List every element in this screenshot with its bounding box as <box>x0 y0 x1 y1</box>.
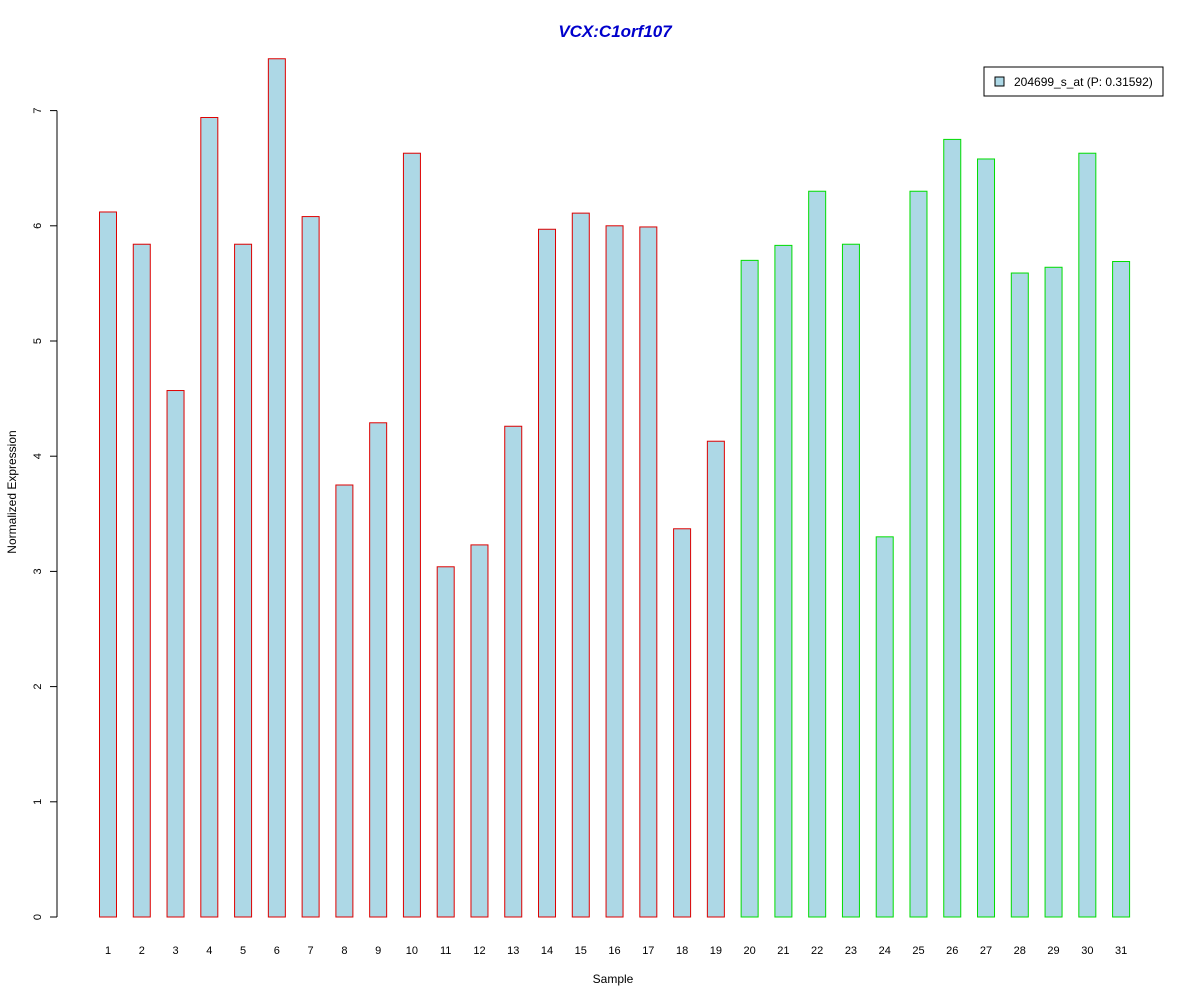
bar-sample-21 <box>774 244 793 918</box>
bar-sample-17 <box>639 226 658 918</box>
x-tick-label: 3 <box>172 945 178 957</box>
bar-sample-7 <box>301 216 320 918</box>
x-tick-label: 1 <box>105 945 111 957</box>
x-tick-label: 10 <box>406 945 418 957</box>
x-axis-label: Sample <box>593 972 634 986</box>
bar-sample-19 <box>706 440 725 918</box>
bar-sample-6 <box>267 58 286 918</box>
chart-title: VCX:C1orf107 <box>558 22 673 41</box>
bar-sample-12 <box>470 544 489 918</box>
x-tick-label: 16 <box>608 945 620 957</box>
y-tick-label: 3 <box>32 568 44 574</box>
bar-sample-20 <box>740 259 759 918</box>
bar-sample-2 <box>132 243 151 918</box>
bar-sample-8 <box>335 484 354 918</box>
x-tick-label: 5 <box>240 945 246 957</box>
x-tick-label: 22 <box>811 945 823 957</box>
x-tick-label: 25 <box>912 945 924 957</box>
y-tick-label: 6 <box>32 223 44 229</box>
x-tick-label: 27 <box>980 945 992 957</box>
x-tick-label: 23 <box>845 945 857 957</box>
x-tick-label: 24 <box>879 945 891 957</box>
x-tick-label: 11 <box>440 945 451 957</box>
x-tick-label: 26 <box>946 945 958 957</box>
x-tick-label: 15 <box>575 945 587 957</box>
x-tick-label: 20 <box>744 945 756 957</box>
x-tick-label: 14 <box>541 945 553 957</box>
y-tick-label: 1 <box>32 799 44 805</box>
y-tick-label: 0 <box>32 914 44 920</box>
x-tick-label: 8 <box>341 945 347 957</box>
legend-series-label: 204699_s_at (P: 0.31592) <box>1014 75 1153 89</box>
bar-sample-4 <box>200 117 219 918</box>
bar-sample-24 <box>875 536 894 918</box>
y-axis: 0 1 2 3 4 5 6 7 <box>32 108 58 920</box>
x-tick-label: 19 <box>710 945 722 957</box>
legend-swatch <box>994 76 1005 87</box>
x-tick-label: 31 <box>1115 945 1127 957</box>
y-tick-label: 7 <box>32 108 44 114</box>
bar-sample-28 <box>1010 272 1029 918</box>
bar-sample-29 <box>1044 266 1063 918</box>
bar-sample-5 <box>234 243 253 918</box>
legend: 204699_s_at (P: 0.31592) <box>983 66 1164 97</box>
x-tick-label: 18 <box>676 945 688 957</box>
bar-sample-15 <box>571 212 590 918</box>
x-tick-label: 29 <box>1047 945 1059 957</box>
bar-sample-26 <box>943 138 962 918</box>
x-tick-label: 7 <box>308 945 314 957</box>
bar-sample-14 <box>538 228 557 918</box>
x-tick-label: 4 <box>206 945 212 957</box>
bar-sample-9 <box>369 422 388 918</box>
legend-box <box>983 66 1164 97</box>
bar-sample-22 <box>808 190 827 918</box>
bar-sample-31 <box>1112 261 1131 918</box>
x-tick-label: 9 <box>375 945 381 957</box>
y-tick-label: 4 <box>32 453 44 459</box>
bar-sample-16 <box>605 225 624 918</box>
y-axis-label: Normalized Expression <box>5 430 19 553</box>
x-tick-labels: 1 2 3 4 5 6 7 8 9 10 11 12 13 14 15 16 17 18 19 20 21 22 23 24 2… <box>105 945 1127 957</box>
bar-sample-13 <box>504 425 523 918</box>
bar-sample-10 <box>402 152 421 918</box>
x-tick-label: 6 <box>274 945 280 957</box>
bar-sample-1 <box>99 211 117 918</box>
x-tick-label: 2 <box>139 945 145 957</box>
y-tick-label: 2 <box>32 684 44 690</box>
bar-sample-18 <box>673 528 692 918</box>
x-tick-label: 13 <box>507 945 519 957</box>
bar-sample-30 <box>1078 152 1097 918</box>
bar-sample-27 <box>977 158 996 918</box>
bar-sample-25 <box>909 190 928 918</box>
y-tick-label: 5 <box>32 338 44 344</box>
x-tick-label: 17 <box>642 945 654 957</box>
bar-sample-11 <box>436 566 455 918</box>
x-tick-label: 12 <box>473 945 485 957</box>
bars-group <box>99 58 1131 918</box>
x-tick-label: 30 <box>1081 945 1093 957</box>
bar-sample-23 <box>841 243 860 918</box>
x-tick-label: 28 <box>1014 945 1026 957</box>
bar-sample-3 <box>166 390 185 918</box>
x-tick-label: 21 <box>777 945 789 957</box>
